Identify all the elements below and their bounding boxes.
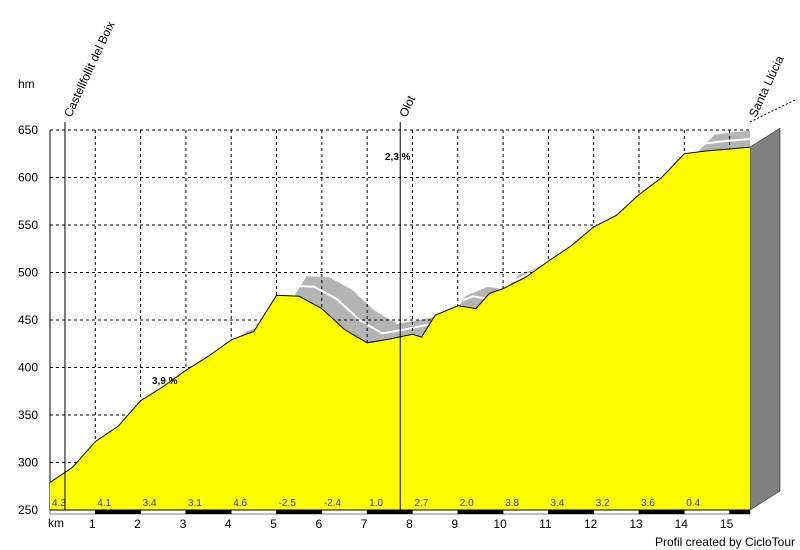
km-strip (321, 509, 368, 515)
x-tick-label: 1 (89, 517, 96, 531)
gradient-label: 3.8 (505, 498, 519, 509)
gradient-label: 1.0 (369, 498, 383, 509)
area-fill (50, 147, 750, 510)
x-tick-label: 14 (675, 517, 689, 531)
y-tick-label: 400 (18, 361, 38, 375)
gradient-label: 3.2 (596, 498, 610, 509)
gradient-label: 3.4 (143, 498, 157, 509)
km-strip (366, 509, 413, 515)
km-strip (95, 509, 141, 515)
gradient-label: 3.6 (641, 498, 655, 509)
x-tick-label: 3 (180, 517, 187, 531)
gradient-label: 2.7 (414, 498, 428, 509)
x-tick-label: 12 (584, 517, 598, 531)
km-strip (49, 509, 96, 515)
gradient-label: -2.5 (279, 498, 297, 509)
gradient-label: 2.0 (460, 498, 474, 509)
y-tick-label: 250 (18, 503, 38, 517)
gradient-label: 3.4 (550, 498, 564, 509)
km-strip (502, 509, 549, 515)
profile-line (49, 146, 751, 483)
y-tick-label: 600 (18, 171, 38, 185)
depth-wall (749, 127, 781, 511)
y-tick-label: 550 (18, 218, 38, 232)
x-tick-label: 13 (629, 517, 643, 531)
x-tick-label: 5 (270, 517, 277, 531)
gradient-label: 4.3 (52, 498, 66, 509)
gradient-label: 3.1 (188, 498, 202, 509)
annotation: 3,9 % (152, 376, 178, 387)
x-tick-label: 8 (406, 517, 413, 531)
km-strip (684, 509, 730, 515)
y-tick-label: 500 (18, 266, 38, 280)
km-strip (548, 509, 594, 515)
gradient-label: 4.6 (233, 498, 247, 509)
km-strip (412, 509, 459, 515)
place-label: Castellfollit del Boix (61, 19, 118, 119)
km-strip (593, 509, 640, 515)
x-tick-label: 10 (493, 517, 507, 531)
place-label: Santa Llúcia (746, 53, 787, 119)
y-tick-label: 650 (18, 123, 38, 137)
km-strip (276, 509, 323, 515)
x-tick-label: 6 (316, 517, 323, 531)
annotation: 2,3 % (385, 152, 411, 163)
x-tick-label: 11 (539, 517, 552, 531)
km-strip (230, 509, 277, 515)
x-tick-label: 2 (134, 517, 141, 531)
km-strip (457, 509, 504, 515)
y-axis-label: hm (18, 77, 35, 91)
place-label: Olot (396, 93, 418, 119)
x-axis-label: km (48, 516, 64, 530)
x-tick-label: 9 (451, 517, 458, 531)
km-strip (638, 509, 685, 515)
x-tick-label: 4 (225, 517, 232, 531)
y-tick-label: 300 (18, 456, 38, 470)
place-line (749, 99, 796, 123)
gradient-label: -2.4 (324, 498, 342, 509)
y-tick-label: 350 (18, 408, 38, 422)
credit: Profil created by CicloTour (655, 535, 795, 549)
x-tick-label: 7 (361, 517, 368, 531)
km-strip (140, 509, 187, 515)
km-strip (185, 509, 232, 515)
gradient-label: 0.4 (686, 498, 700, 509)
x-tick-label: 15 (720, 517, 734, 531)
y-tick-label: 450 (18, 313, 38, 327)
km-strip (729, 509, 751, 515)
gradient-label: 4.1 (97, 498, 111, 509)
